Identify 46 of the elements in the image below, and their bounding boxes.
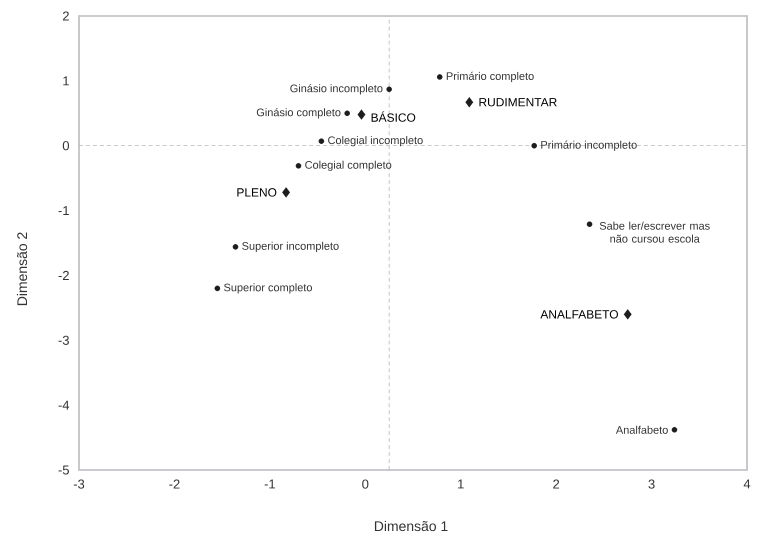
annotation: BÁSICO: [372, 111, 416, 122]
annotation: RUDIMENTAR: [479, 98, 557, 106]
y-tick-label: 1: [63, 76, 69, 86]
x-tick-label: -1: [264, 480, 275, 488]
y-tick-label: 2: [62, 11, 69, 21]
y-axis-title: Dimensão 2: [16, 232, 28, 306]
point: [344, 110, 350, 116]
y-tick-label: -3: [58, 336, 69, 345]
point: [672, 426, 678, 433]
x-tick-label: 3: [648, 479, 655, 489]
point: [531, 142, 537, 148]
y-tick-label: -4: [58, 400, 70, 410]
x-tick-label: 4: [744, 480, 750, 488]
point: [624, 309, 632, 320]
annotation: Ginásio incompleto: [290, 84, 382, 94]
annotation: Analfabeto: [616, 426, 668, 434]
x-tick-label: -2: [169, 479, 180, 489]
annotation: Colegial completo: [305, 160, 392, 171]
point: [386, 86, 392, 92]
y-tick-label: -2: [58, 270, 69, 280]
point: [358, 109, 366, 120]
point: [282, 187, 290, 198]
annotation: Ginásio completo: [256, 108, 340, 118]
point: [436, 74, 443, 80]
point: [318, 138, 324, 144]
point: [465, 97, 474, 108]
point: [586, 221, 592, 227]
x-tick-label: -3: [74, 479, 84, 489]
annotation: ANALFABETO: [540, 310, 618, 319]
y-tick-label: -5: [58, 465, 69, 475]
annotation: Sabe ler/escrever mas não cursou escola: [600, 222, 710, 243]
point: [232, 244, 238, 250]
x-tick-label: 0: [362, 479, 368, 489]
annotation: PLENO: [237, 188, 276, 197]
annotation: Superior incompleto: [242, 242, 339, 252]
y-tick-label: 0: [62, 141, 70, 150]
annotation: Primário completo: [446, 72, 534, 82]
point: [296, 163, 302, 169]
annotation: Primário incompleto: [541, 140, 637, 151]
annotation: Superior completo: [224, 283, 312, 294]
y-tick-label: -1: [58, 206, 69, 216]
x-tick-label: 1: [458, 480, 464, 488]
x-tick-label: 2: [553, 479, 560, 489]
annotation: Colegial incompleto: [328, 136, 423, 146]
x-axis-title: Dimensão 1: [374, 520, 448, 532]
point: [214, 286, 220, 292]
